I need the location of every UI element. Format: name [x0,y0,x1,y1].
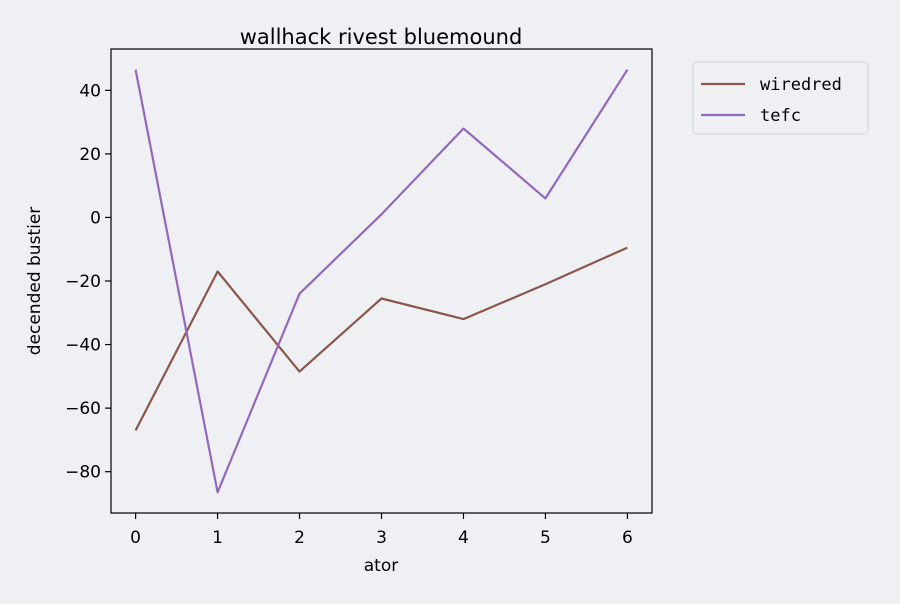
x-tick-label: 0 [130,528,141,548]
y-tick-label: −80 [65,463,101,483]
y-axis-label: decended bustier [25,207,45,356]
y-tick-label: 40 [79,81,101,101]
legend-label-tefc: tefc [760,106,801,126]
y-tick-label: −20 [65,272,101,292]
x-tick-label: 3 [376,528,387,548]
x-tick-label: 1 [212,528,223,548]
y-tick-label: −40 [65,336,101,356]
x-tick-label: 6 [622,528,633,548]
plot-area: 0 1 2 3 4 5 6 −80 −60 −40 −20 0 20 40 [65,48,653,548]
y-axis-ticks: −80 −60 −40 −20 0 20 40 [65,81,111,483]
series-line-tefc [134,69,629,494]
legend-label-wiredred: wiredred [760,75,842,95]
x-tick-label: 4 [458,528,469,548]
y-tick-label: −60 [65,399,101,419]
y-tick-label: 20 [79,145,101,165]
x-axis-label: ator [364,556,398,576]
y-tick-label: 0 [90,208,101,228]
x-tick-label: 2 [294,528,305,548]
chart-title: wallhack rivest bluemound [240,25,523,49]
series-line-wiredred [134,246,628,431]
x-axis-ticks: 0 1 2 3 4 5 6 [130,513,633,548]
x-tick-label: 5 [540,528,551,548]
legend: wiredred tefc [692,61,869,135]
series-layer [134,69,629,494]
